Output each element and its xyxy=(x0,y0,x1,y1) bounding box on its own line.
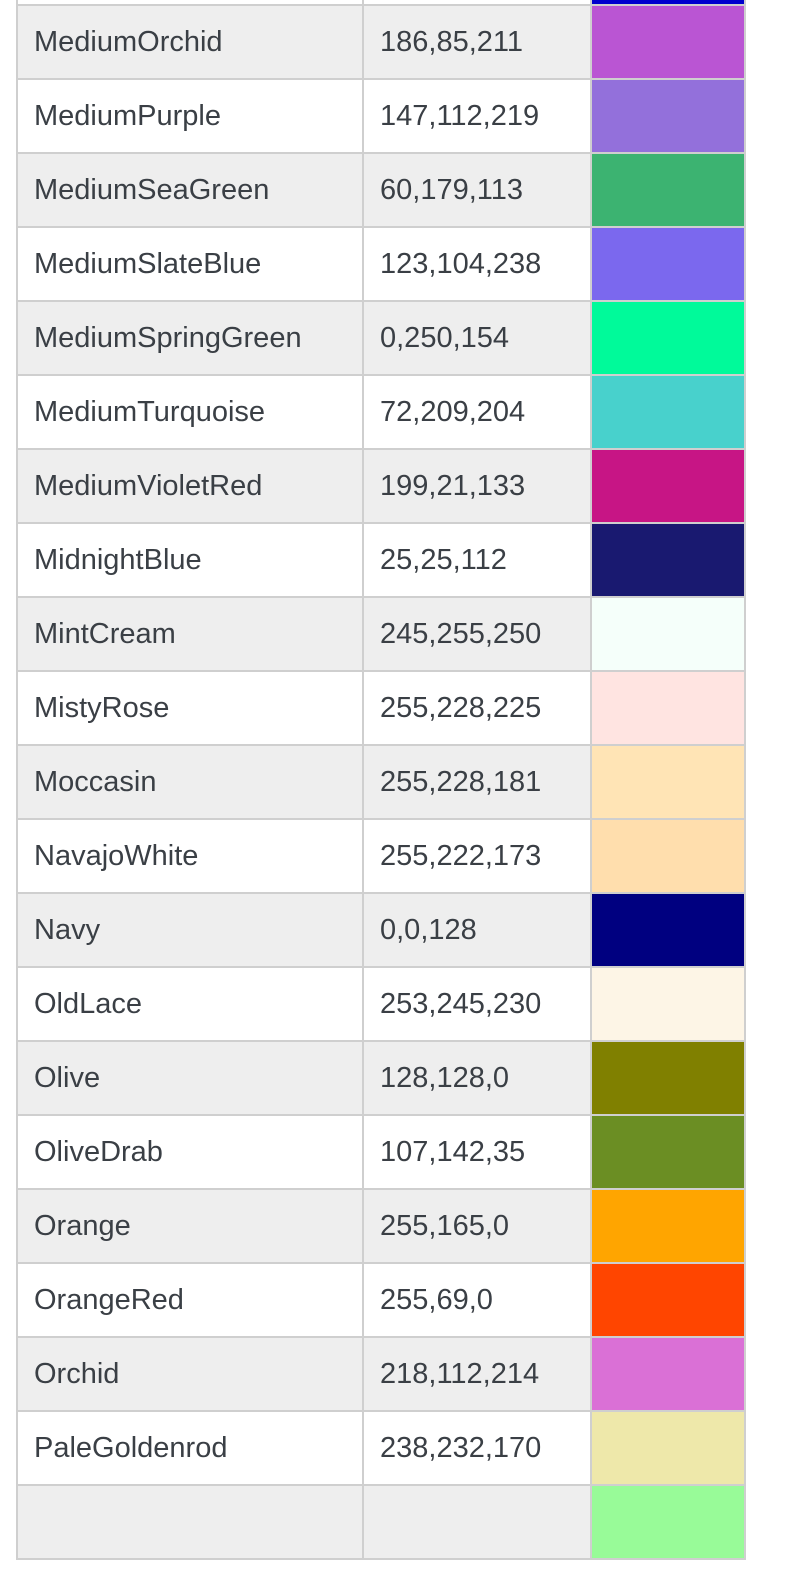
color-swatch xyxy=(590,596,746,672)
color-swatch xyxy=(590,0,746,6)
color-swatch xyxy=(590,4,746,80)
color-swatch xyxy=(590,448,746,524)
color-rgb-value: 107,142,35 xyxy=(362,1114,592,1190)
color-rgb-value xyxy=(362,0,592,6)
table-row xyxy=(16,0,746,6)
color-swatch xyxy=(590,1484,746,1560)
color-rgb-value: 255,228,225 xyxy=(362,670,592,746)
color-swatch xyxy=(590,1410,746,1486)
color-name: MintCream xyxy=(16,596,364,672)
color-swatch xyxy=(590,1188,746,1264)
color-name: OldLace xyxy=(16,966,364,1042)
color-swatch xyxy=(590,1114,746,1190)
table-row: OrangeRed 255,69,0 xyxy=(16,1262,746,1338)
color-name: NavajoWhite xyxy=(16,818,364,894)
color-swatch xyxy=(590,374,746,450)
color-name: Olive xyxy=(16,1040,364,1116)
color-name: MistyRose xyxy=(16,670,364,746)
color-rgb-value: 147,112,219 xyxy=(362,78,592,154)
color-swatch xyxy=(590,226,746,302)
table-row: Orange 255,165,0 xyxy=(16,1188,746,1264)
color-swatch xyxy=(590,744,746,820)
color-rgb-value: 128,128,0 xyxy=(362,1040,592,1116)
color-name xyxy=(16,1484,364,1560)
color-swatch xyxy=(590,300,746,376)
color-rgb-value: 25,25,112 xyxy=(362,522,592,598)
color-swatch xyxy=(590,1336,746,1412)
color-rgb-value: 72,209,204 xyxy=(362,374,592,450)
color-name: Orchid xyxy=(16,1336,364,1412)
table-row: Navy 0,0,128 xyxy=(16,892,746,968)
color-name: MediumSeaGreen xyxy=(16,152,364,228)
color-rgb-value: 255,165,0 xyxy=(362,1188,592,1264)
table-row: MediumOrchid 186,85,211 xyxy=(16,4,746,80)
color-name: MediumVioletRed xyxy=(16,448,364,524)
color-name: OliveDrab xyxy=(16,1114,364,1190)
color-rgb-value: 238,232,170 xyxy=(362,1410,592,1486)
table-row: MediumSlateBlue 123,104,238 xyxy=(16,226,746,302)
color-table: MediumOrchid 186,85,211 MediumPurple 147… xyxy=(16,0,746,1560)
table-row: MediumVioletRed 199,21,133 xyxy=(16,448,746,524)
table-row xyxy=(16,1484,746,1560)
color-rgb-value: 255,228,181 xyxy=(362,744,592,820)
color-rgb-value xyxy=(362,1484,592,1560)
table-row: Orchid 218,112,214 xyxy=(16,1336,746,1412)
table-row: NavajoWhite 255,222,173 xyxy=(16,818,746,894)
color-rgb-value: 0,0,128 xyxy=(362,892,592,968)
color-rgb-value: 255,69,0 xyxy=(362,1262,592,1338)
table-row: MediumPurple 147,112,219 xyxy=(16,78,746,154)
color-swatch xyxy=(590,522,746,598)
color-rgb-value: 186,85,211 xyxy=(362,4,592,80)
color-table-body: MediumOrchid 186,85,211 MediumPurple 147… xyxy=(16,0,746,1560)
color-swatch xyxy=(590,1040,746,1116)
table-row: Moccasin 255,228,181 xyxy=(16,744,746,820)
color-name: MediumPurple xyxy=(16,78,364,154)
color-swatch xyxy=(590,966,746,1042)
table-row: MidnightBlue 25,25,112 xyxy=(16,522,746,598)
color-swatch xyxy=(590,78,746,154)
table-row: OldLace 253,245,230 xyxy=(16,966,746,1042)
color-rgb-value: 245,255,250 xyxy=(362,596,592,672)
color-rgb-value: 60,179,113 xyxy=(362,152,592,228)
color-name: Navy xyxy=(16,892,364,968)
table-row: MediumSpringGreen 0,250,154 xyxy=(16,300,746,376)
color-rgb-value: 255,222,173 xyxy=(362,818,592,894)
color-name xyxy=(16,0,364,6)
color-name: MediumSpringGreen xyxy=(16,300,364,376)
color-rgb-value: 123,104,238 xyxy=(362,226,592,302)
table-row: MintCream 245,255,250 xyxy=(16,596,746,672)
table-row: MediumTurquoise 72,209,204 xyxy=(16,374,746,450)
color-rgb-value: 253,245,230 xyxy=(362,966,592,1042)
color-swatch xyxy=(590,1262,746,1338)
color-rgb-value: 0,250,154 xyxy=(362,300,592,376)
color-swatch xyxy=(590,892,746,968)
color-swatch xyxy=(590,818,746,894)
color-name: MediumSlateBlue xyxy=(16,226,364,302)
color-name: OrangeRed xyxy=(16,1262,364,1338)
color-name: Orange xyxy=(16,1188,364,1264)
table-row: MistyRose 255,228,225 xyxy=(16,670,746,746)
table-row: OliveDrab 107,142,35 xyxy=(16,1114,746,1190)
table-row: PaleGoldenrod 238,232,170 xyxy=(16,1410,746,1486)
color-name: Moccasin xyxy=(16,744,364,820)
table-row: Olive 128,128,0 xyxy=(16,1040,746,1116)
color-name: PaleGoldenrod xyxy=(16,1410,364,1486)
color-rgb-value: 218,112,214 xyxy=(362,1336,592,1412)
color-swatch xyxy=(590,152,746,228)
color-rgb-value: 199,21,133 xyxy=(362,448,592,524)
color-name: MediumTurquoise xyxy=(16,374,364,450)
table-row: MediumSeaGreen 60,179,113 xyxy=(16,152,746,228)
color-name: MediumOrchid xyxy=(16,4,364,80)
color-name: MidnightBlue xyxy=(16,522,364,598)
color-table-container: MediumOrchid 186,85,211 MediumPurple 147… xyxy=(16,0,746,1560)
color-swatch xyxy=(590,670,746,746)
